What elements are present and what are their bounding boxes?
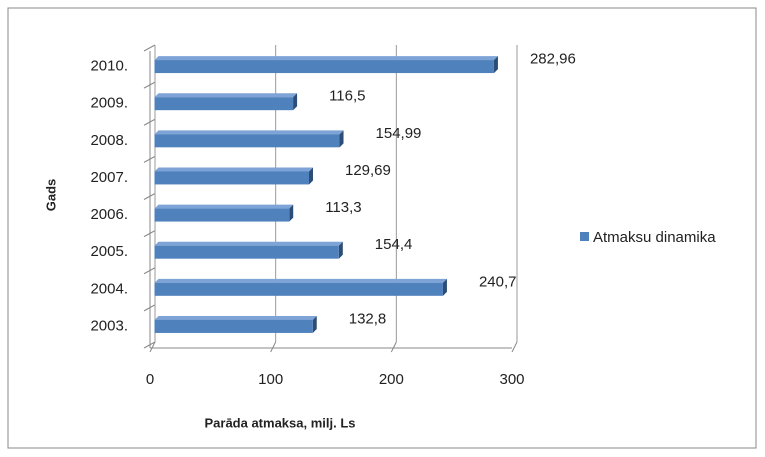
x-tick [511,341,518,353]
bar [154,134,340,148]
bar-side [308,167,313,185]
bar [154,319,313,333]
data-label: 154,99 [376,125,422,142]
y-tick-label: 2005. [90,243,128,260]
y-tick-label: 2006. [90,206,128,223]
bar-side [493,56,498,74]
legend-label: Atmaksu dinamika [593,229,716,246]
legend-swatch [580,232,589,241]
bar-side [289,204,294,222]
bar-top [154,278,447,283]
bar [154,171,309,185]
x-tick [390,341,397,353]
bar-side [339,130,344,148]
bar-top [154,93,298,98]
bar-top [154,315,317,320]
bar [154,245,339,259]
y-tick-label: 2003. [90,317,128,334]
y-tick [143,193,156,200]
bar-top [154,241,343,246]
data-label: 116,5 [329,88,365,105]
y-tick [143,118,156,126]
data-label: 282,96 [530,51,576,68]
y-axis-title: Gads [43,179,58,212]
y-tick-label: 2009. [90,95,128,112]
x-axis-title: Parāda atmaksa, milj. Ls [204,415,355,430]
y-tick [143,304,156,312]
y-tick [143,81,156,89]
chart-frame [7,7,757,449]
bar-top [154,167,313,172]
x-tick [149,341,156,353]
y-tick [143,230,156,238]
bar [154,208,290,222]
data-label: 154,4 [375,236,413,253]
data-label: 240,7 [479,273,517,290]
x-tick-label: 100 [258,371,283,388]
y-tick-label: 2008. [90,132,128,149]
bar-top [154,56,498,61]
data-label: 129,69 [345,162,391,179]
y-tick-label: 2010. [90,58,128,75]
bar-top [154,204,294,209]
bar-side [312,315,317,333]
y-tick [143,341,156,349]
data-label: 132,8 [349,310,387,327]
bar-side [338,241,343,259]
bar [154,97,294,111]
x-tick-label: 300 [499,371,524,388]
x-tick-label: 200 [379,371,404,388]
y-tick-label: 2004. [90,280,128,297]
bar-side [442,278,447,296]
data-label: 113,3 [325,199,361,216]
bar [154,282,443,296]
x-tick-label: 0 [146,371,154,388]
y-tick [143,155,156,163]
y-tick [143,267,156,275]
x-tick [270,341,277,353]
bar-side [293,93,298,111]
y-tick [143,44,156,52]
bar [154,60,494,74]
bar-top [154,130,344,135]
y-tick-label: 2007. [90,169,128,186]
